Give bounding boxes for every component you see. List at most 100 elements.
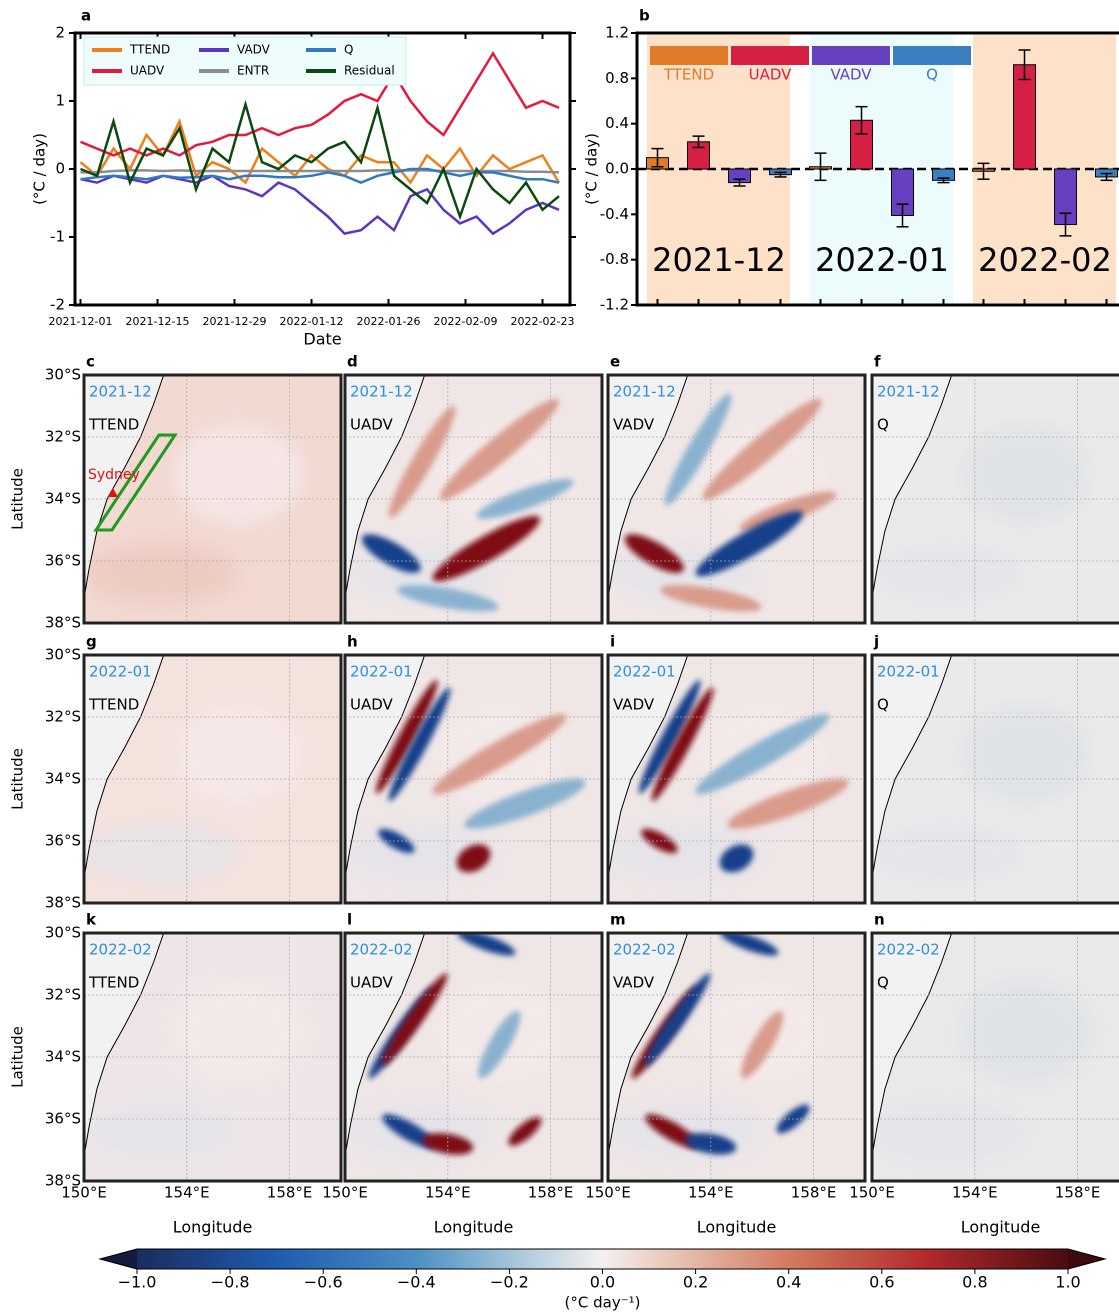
land <box>84 933 164 1181</box>
x-axis-label: Longitude <box>961 1218 1041 1237</box>
colorbar-tick-label: 0.8 <box>962 1273 987 1292</box>
variable-label: UADV <box>350 696 394 714</box>
lon-tick-label: 158°E <box>267 1184 313 1202</box>
map-field <box>608 375 865 623</box>
lon-tick-label: 154°E <box>164 1184 210 1202</box>
month-label: 2022-02 <box>89 941 152 959</box>
lat-tick-label: 38°S <box>45 1172 81 1190</box>
variable-label: UADV <box>350 416 394 434</box>
y-tick-label: 0.8 <box>605 69 629 87</box>
map-field <box>345 655 602 903</box>
y-axis-label: Latitude <box>9 1026 27 1088</box>
map-frame <box>82 931 343 1183</box>
field-feature <box>476 479 574 519</box>
legend-label: Residual <box>344 64 395 78</box>
map-frame <box>870 373 1119 625</box>
series-line <box>80 99 560 221</box>
y-tick-label: -0.8 <box>600 250 629 268</box>
error-bar <box>733 178 746 187</box>
panel-letter: f <box>874 353 881 371</box>
coastline <box>345 933 426 1157</box>
legend-label: UADV <box>130 64 165 78</box>
plot-frame <box>635 31 1119 307</box>
month-label: 2022-02 <box>978 241 1112 279</box>
panel-letter: b <box>639 7 650 25</box>
map-frame <box>343 931 604 1183</box>
land <box>345 933 425 1181</box>
month-label: 2021-12 <box>652 241 786 279</box>
field-patch <box>173 982 303 1082</box>
coastline <box>84 933 165 1157</box>
map-frame <box>82 373 343 625</box>
field-feature <box>422 1133 474 1155</box>
land <box>872 933 952 1181</box>
map-field <box>84 933 341 1181</box>
lat-tick-label: 36°S <box>45 552 81 570</box>
lon-tick-label: 154°E <box>688 1184 734 1202</box>
land <box>345 655 425 903</box>
map-frame <box>82 653 343 905</box>
x-axis-label: Longitude <box>697 1218 777 1237</box>
field-feature <box>727 778 849 829</box>
coastline <box>345 375 426 599</box>
variable-label: Q <box>877 974 889 992</box>
field-feature <box>464 778 586 829</box>
field-feature <box>381 973 448 1067</box>
y-axis-label: Latitude <box>9 748 27 810</box>
panel-letter: c <box>86 353 95 371</box>
month-label: 2021-12 <box>613 383 676 401</box>
lat-tick-label: 32°S <box>45 708 81 726</box>
coastline <box>84 655 165 879</box>
study-box <box>93 433 178 532</box>
panel-letter: h <box>347 633 358 651</box>
x-axis-label: Date <box>303 330 341 349</box>
lat-tick-label: 30°S <box>45 924 81 942</box>
coastline <box>84 375 165 599</box>
lon-tick-label: 150°E <box>849 1184 895 1202</box>
month-label: 2022-02 <box>350 941 413 959</box>
map-frame <box>606 931 867 1183</box>
legend-label: VADV <box>830 66 872 84</box>
lon-tick-label: 158°E <box>791 1184 837 1202</box>
x-tick-label: 2021-12-15 <box>126 315 190 328</box>
map-field <box>608 933 865 1181</box>
x-tick-label: 2021-12-01 <box>49 315 113 328</box>
map-field <box>872 375 1119 623</box>
colorbar-tick-label: −0.4 <box>397 1273 436 1292</box>
error-bar <box>651 147 664 168</box>
coastline <box>608 375 689 599</box>
colorbar-tick-label: 0.2 <box>683 1273 708 1292</box>
coastline <box>345 655 426 879</box>
legend-swatch <box>893 46 971 65</box>
panel-letter: n <box>874 911 885 929</box>
month-label: 2022-01 <box>613 663 676 681</box>
colorbar-end <box>100 1249 137 1269</box>
field-feature <box>388 405 456 518</box>
legend-label: ENTR <box>237 64 269 78</box>
error-bar <box>814 152 827 182</box>
field-feature <box>508 1117 542 1146</box>
legend-box <box>83 36 407 86</box>
field-feature <box>651 687 714 802</box>
panel-letter: m <box>610 911 626 929</box>
field-patch <box>872 543 1027 604</box>
error-bar <box>774 171 787 178</box>
y-tick-label: -1.2 <box>600 296 629 314</box>
field-feature <box>739 491 837 532</box>
coastline <box>608 933 689 1157</box>
colorbar-end <box>1068 1249 1105 1269</box>
x-axis-label: Longitude <box>173 1218 253 1237</box>
colorbar-tick-label: 0.0 <box>590 1273 615 1292</box>
lat-tick-label: 30°S <box>45 366 81 384</box>
error-bar <box>937 177 950 184</box>
land <box>608 933 688 1181</box>
panel-letter: j <box>873 633 879 651</box>
map-frame <box>870 931 1119 1183</box>
map-field <box>872 933 1119 1181</box>
land <box>872 375 952 623</box>
variable-label: TTEND <box>88 974 139 992</box>
map-frame <box>343 373 604 625</box>
map-field <box>84 655 341 903</box>
field-feature <box>624 534 684 573</box>
land <box>84 375 164 623</box>
